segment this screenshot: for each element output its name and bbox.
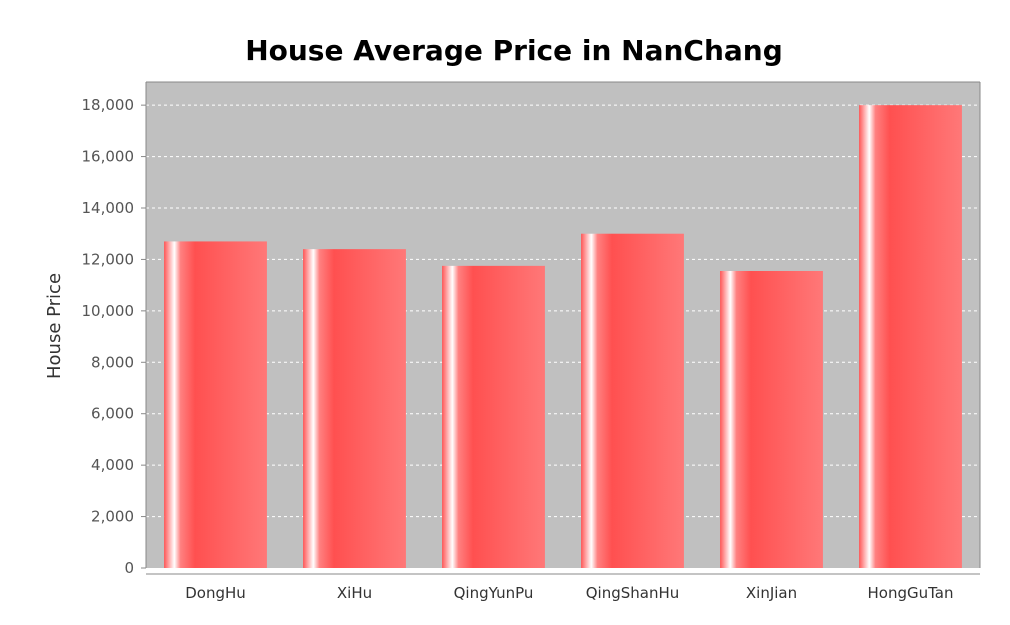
x-tick-label: QingYunPu xyxy=(454,584,534,602)
gridlines xyxy=(146,104,980,518)
bar-qingyunpu xyxy=(442,265,545,568)
bar-xinjian xyxy=(720,271,823,568)
x-tick-labels: DongHu XiHu QingYunPu QingShanHu XinJian Hong… xyxy=(185,584,953,602)
chart-title: House Average Price in NanChang xyxy=(245,34,783,67)
y-tick-label: 10,000 xyxy=(82,302,135,320)
axes xyxy=(141,81,981,575)
bar-honggutan xyxy=(859,105,962,569)
y-axis-label: House Price xyxy=(44,273,65,379)
x-tick-label: QingShanHu xyxy=(586,584,680,602)
y-tick-label: 14,000 xyxy=(82,199,135,217)
y-tick-label: 12,000 xyxy=(82,250,135,268)
x-tick-label: XiHu xyxy=(337,584,372,602)
plot-area xyxy=(146,82,980,568)
x-tick-label: HongGuTan xyxy=(868,584,954,602)
y-tick-label: 16,000 xyxy=(82,148,135,166)
bars xyxy=(164,105,962,569)
y-tick-label: 6,000 xyxy=(91,405,134,423)
x-tick-label: DongHu xyxy=(185,584,246,602)
y-tick-label: 2,000 xyxy=(91,508,134,526)
bar-xihu xyxy=(303,249,406,568)
y-tick-label: 18,000 xyxy=(82,96,135,114)
bar-qingshanhu xyxy=(581,233,684,568)
y-tick-labels: 0 2,000 4,000 6,000 8,000 10,000 12,000 14,000 1… xyxy=(82,96,135,577)
bar-donghu xyxy=(164,241,267,568)
y-tick-label: 4,000 xyxy=(91,456,134,474)
x-tick-label: XinJian xyxy=(746,584,797,602)
y-tick-label: 0 xyxy=(124,559,134,577)
y-tick-label: 8,000 xyxy=(91,353,134,371)
